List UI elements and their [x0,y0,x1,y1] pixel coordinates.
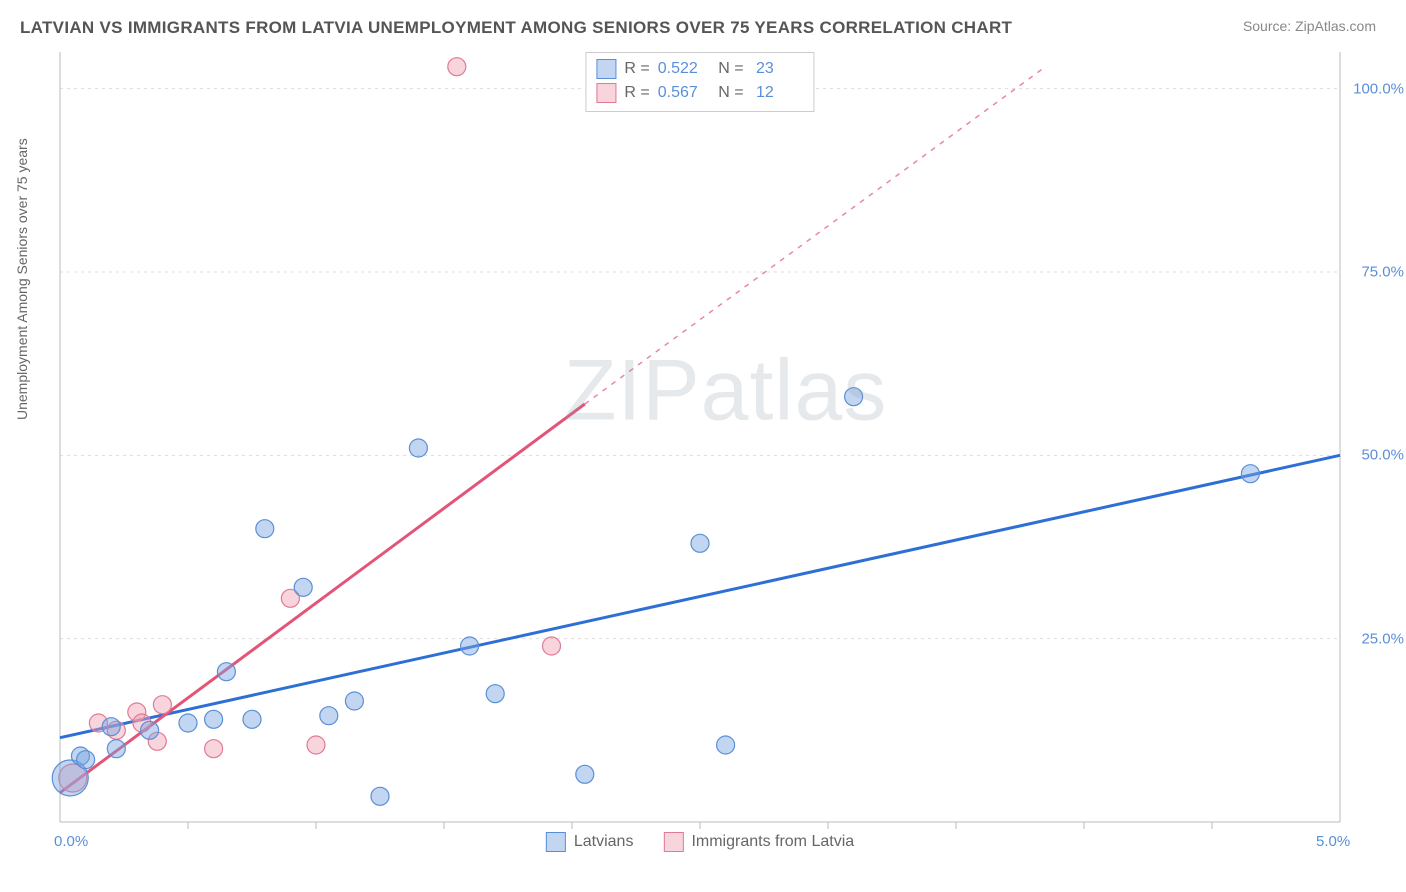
legend-label: Latvians [574,833,634,851]
correlation-row: R = 0.522 N = 23 [596,57,799,81]
legend-label: Immigrants from Latvia [691,833,854,851]
y-tick-label: 50.0% [1361,447,1404,464]
y-tick-label: 75.0% [1361,264,1404,281]
n-label: N = [714,57,744,81]
correlation-row: R = 0.567 N = 12 [596,81,799,105]
y-tick-label: 100.0% [1353,80,1404,97]
r-value: 0.522 [658,57,706,81]
legend-swatch [663,832,683,852]
legend-swatch [596,59,616,79]
source-label: Source: [1243,18,1291,34]
n-label: N = [714,81,744,105]
y-axis-label: Unemployment Among Seniors over 75 years [14,138,30,420]
n-value: 12 [752,81,800,105]
legend-item: Immigrants from Latvia [663,832,854,852]
x-tick-label: 5.0% [1316,833,1350,850]
chart-area: ZIPatlas R =0.522 N = 23R =0.567 N = 12 … [60,52,1340,822]
legend-swatch [596,83,616,103]
r-value: 0.567 [658,81,706,105]
legend-item: Latvians [546,832,634,852]
series-legend: Latvians Immigrants from Latvia [546,832,854,852]
r-label: R = [624,81,649,105]
correlation-legend: R = 0.522 N = 23 R = 0.567 N = 12 [585,52,814,112]
n-value: 23 [752,57,800,81]
legend-swatch [546,832,566,852]
chart-svg [60,52,1340,822]
x-tick-label: 0.0% [54,833,88,850]
r-label: R = [624,57,649,81]
y-tick-label: 25.0% [1361,630,1404,647]
source-link[interactable]: ZipAtlas.com [1295,18,1376,34]
source-attribution: Source: ZipAtlas.com [1243,18,1376,34]
chart-title: LATVIAN VS IMMIGRANTS FROM LATVIA UNEMPL… [20,18,1012,38]
